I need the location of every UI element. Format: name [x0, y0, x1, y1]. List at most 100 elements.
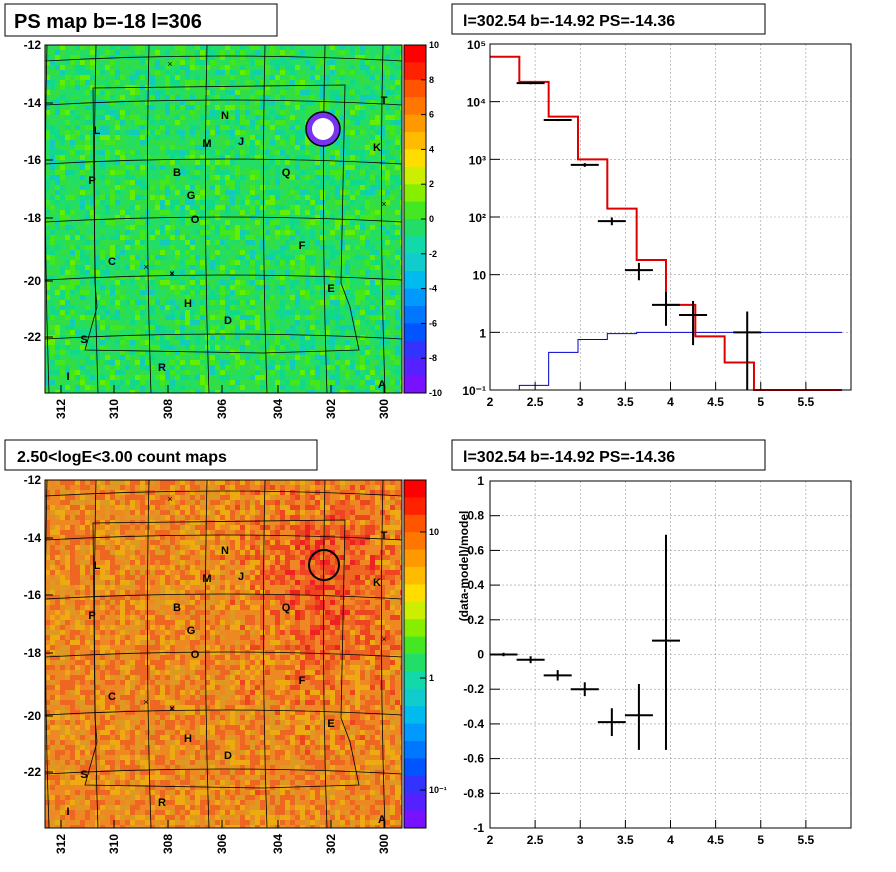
- map-pixel: [60, 115, 65, 120]
- map-pixel: [400, 320, 402, 325]
- map-pixel: [270, 180, 275, 185]
- map-pixel: [295, 200, 300, 205]
- map-pixel: [300, 340, 305, 345]
- map-pixel: [320, 220, 325, 225]
- map-pixel: [110, 320, 115, 325]
- map-pixel: [155, 235, 160, 240]
- map-pixel: [380, 220, 385, 225]
- map-pixel: [340, 50, 345, 55]
- map-pixel: [350, 210, 355, 215]
- map-pixel: [80, 45, 85, 50]
- map-pixel: [275, 155, 280, 160]
- map-pixel: [115, 140, 120, 145]
- map-pixel: [175, 285, 180, 290]
- map-pixel: [110, 90, 115, 95]
- map-pixel: [315, 295, 320, 300]
- map-pixel: [140, 325, 145, 330]
- map-pixel: [290, 325, 295, 330]
- map-pixel: [380, 95, 385, 100]
- map-pixel: [95, 335, 100, 340]
- map-pixel: [400, 290, 402, 295]
- map-pixel: [100, 120, 105, 125]
- map-pixel: [75, 155, 80, 160]
- map-pixel: [370, 180, 375, 185]
- map-pixel: [80, 365, 85, 370]
- map-pixel: [65, 325, 70, 330]
- map-pixel: [375, 240, 380, 245]
- map-pixel: [375, 55, 380, 60]
- map-pixel: [175, 360, 180, 365]
- map-pixel: [80, 255, 85, 260]
- map-pixel: [230, 385, 235, 390]
- map-pixel: [100, 200, 105, 205]
- map-pixel: [135, 95, 140, 100]
- map-pixel: [115, 255, 120, 260]
- map-pixel: [300, 215, 305, 220]
- map-pixel: [185, 140, 190, 145]
- map-pixel: [255, 330, 260, 335]
- map-pixel: [85, 300, 90, 305]
- map-pixel: [250, 300, 255, 305]
- map-pixel: [45, 115, 50, 120]
- map-pixel: [385, 65, 390, 70]
- map-pixel: [115, 160, 120, 165]
- map-pixel: [365, 340, 370, 345]
- map-pixel: [340, 110, 345, 115]
- map-pixel: [115, 100, 120, 105]
- map-pixel: [200, 370, 205, 375]
- map-pixel: [295, 300, 300, 305]
- map-pixel: [125, 385, 130, 390]
- map-pixel: [260, 270, 265, 275]
- map-pixel: [90, 290, 95, 295]
- map-pixel: [60, 265, 65, 270]
- map-pixel: [220, 185, 225, 190]
- map-pixel: [180, 240, 185, 245]
- map-pixel: [120, 170, 125, 175]
- map-pixel: [260, 45, 265, 50]
- map-pixel: [175, 270, 180, 275]
- map-pixel: [125, 365, 130, 370]
- map-pixel: [290, 225, 295, 230]
- map-pixel: [230, 265, 235, 270]
- map-pixel: [330, 325, 335, 330]
- map-pixel: [205, 165, 210, 170]
- map-pixel: [325, 220, 330, 225]
- map-pixel: [90, 245, 95, 250]
- map-pixel: [360, 240, 365, 245]
- map-pixel: [340, 240, 345, 245]
- map-pixel: [285, 270, 290, 275]
- map-pixel: [385, 305, 390, 310]
- map-pixel: [60, 230, 65, 235]
- map-pixel: [55, 350, 60, 355]
- map-pixel: [390, 155, 395, 160]
- map-pixel: [235, 325, 240, 330]
- map-pixel: [50, 295, 55, 300]
- map-pixel: [320, 100, 325, 105]
- map-pixel: [140, 75, 145, 80]
- map-pixel: [60, 80, 65, 85]
- map-pixel: [385, 350, 390, 355]
- map-pixel: [105, 75, 110, 80]
- map-pixel: [80, 65, 85, 70]
- map-pixel: [100, 270, 105, 275]
- map-pixel: [220, 95, 225, 100]
- map-pixel: [190, 265, 195, 270]
- map-pixel: [220, 300, 225, 305]
- map-pixel: [160, 95, 165, 100]
- map-pixel: [360, 335, 365, 340]
- map-pixel: [350, 290, 355, 295]
- map-pixel: [375, 325, 380, 330]
- map-pixel: [270, 130, 275, 135]
- map-pixel: [190, 385, 195, 390]
- map-pixel: [170, 295, 175, 300]
- map-pixel: [55, 80, 60, 85]
- map-pixel: [115, 365, 120, 370]
- map-pixel: [295, 210, 300, 215]
- map-pixel: [185, 165, 190, 170]
- map-pixel: [90, 255, 95, 260]
- map-pixel: [370, 380, 375, 385]
- map-pixel: [90, 125, 95, 130]
- map-pixel: [60, 175, 65, 180]
- map-pixel: [275, 255, 280, 260]
- map-pixel: [135, 380, 140, 385]
